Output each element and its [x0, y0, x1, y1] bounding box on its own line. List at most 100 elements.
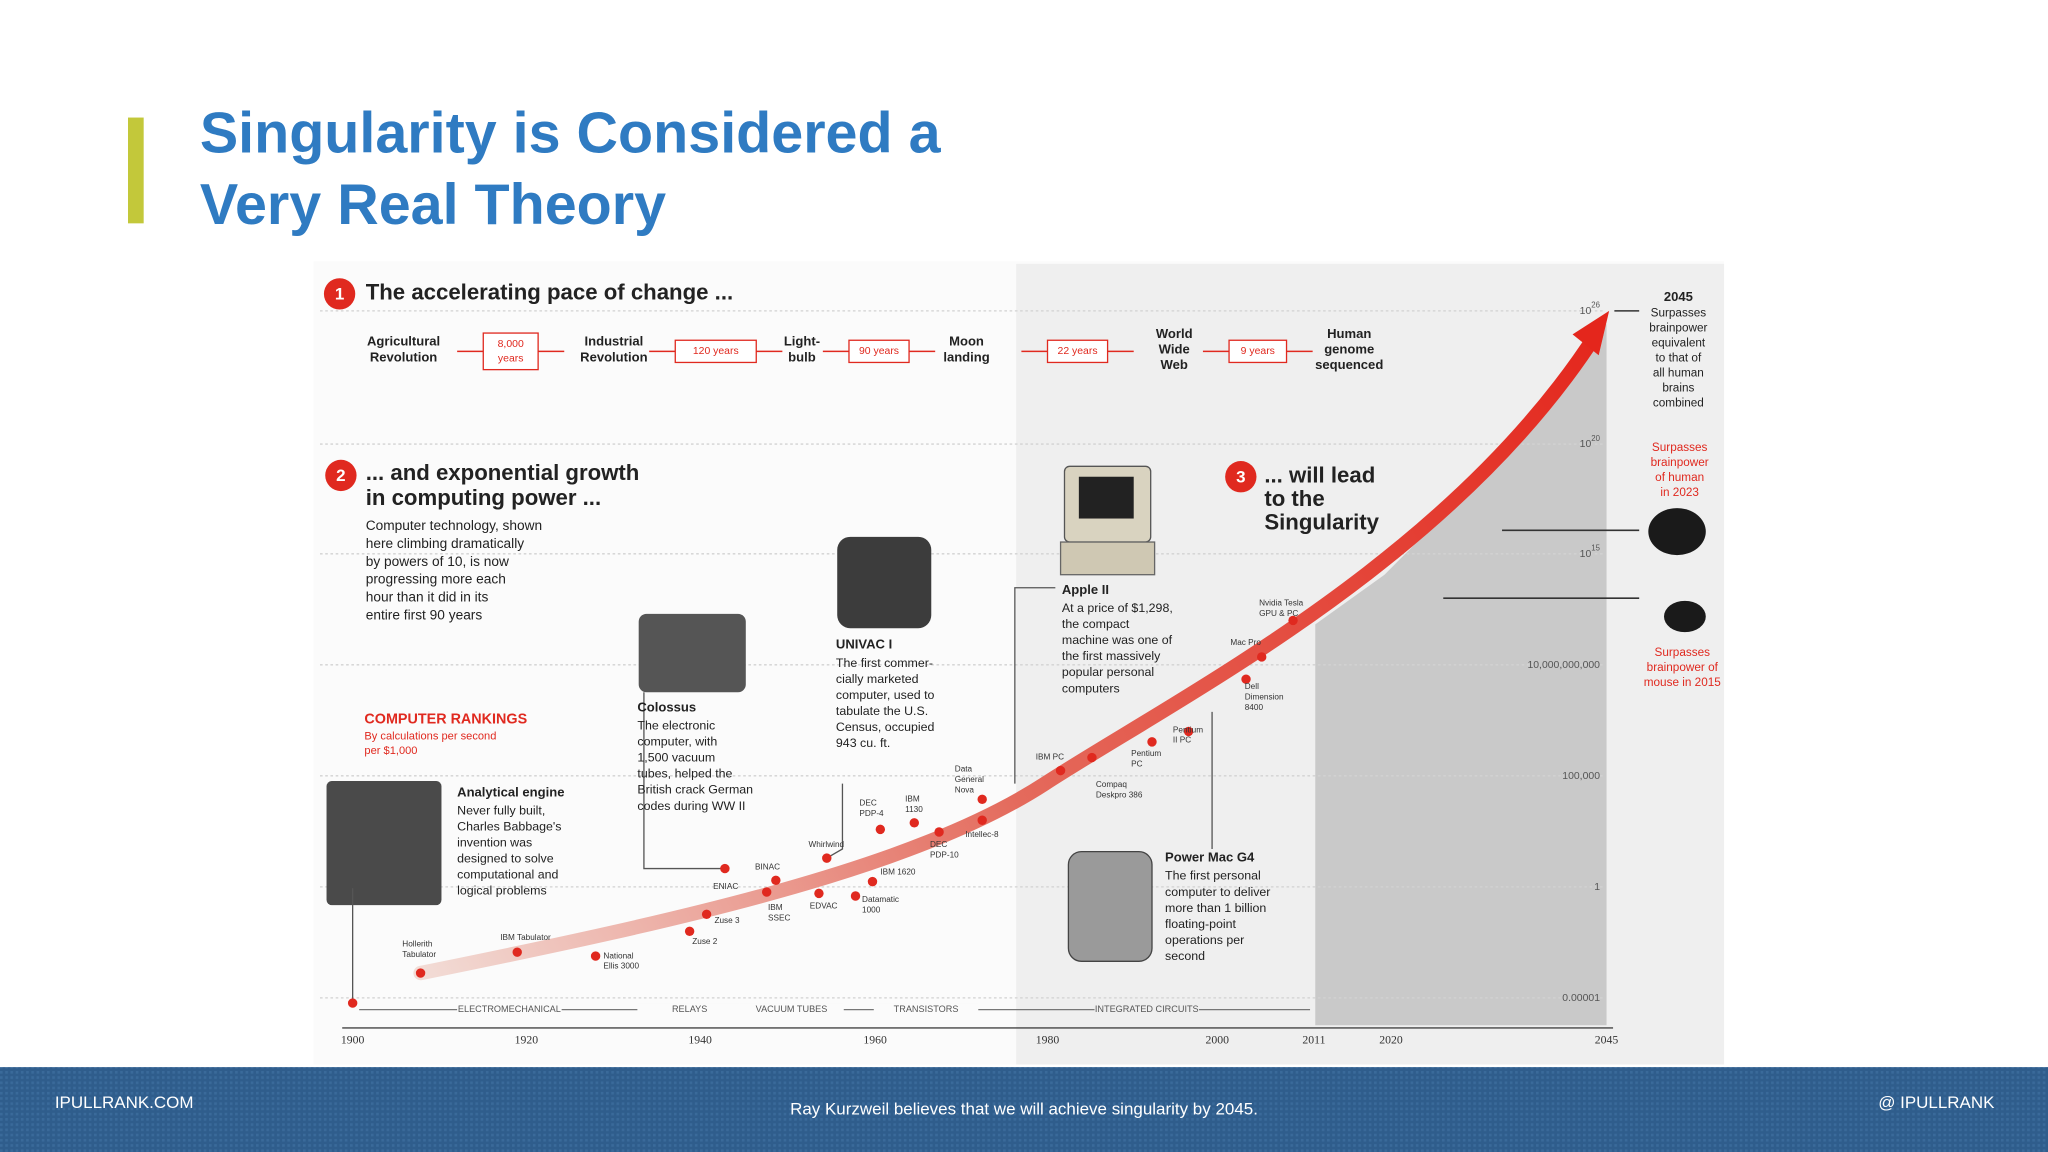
milestone: Human [1327, 326, 1371, 341]
y-label-base: 10 [1580, 549, 1592, 560]
y-label: 1020 [1580, 434, 1601, 450]
section-title: ... and exponential growth [366, 460, 640, 485]
y-label: 1026 [1580, 301, 1601, 317]
y-label-exp: 15 [1591, 544, 1600, 553]
y-label: 1015 [1580, 544, 1601, 560]
y-label-exp: 26 [1591, 301, 1600, 310]
callout-title: Colossus [637, 699, 696, 714]
data-point [1257, 652, 1267, 662]
point-label: Whirlwind [808, 840, 844, 849]
callout-title: Analytical engine [457, 784, 564, 799]
data-point [934, 827, 944, 837]
callout-body: The first commer- [836, 656, 933, 670]
data-point [822, 853, 832, 863]
callout-body: machine was one of [1062, 633, 1173, 647]
era-label-bg [1094, 1003, 1200, 1017]
callout-body: Census, occupied [836, 720, 935, 734]
note: to that of [1656, 352, 1702, 365]
milestone: Moon [949, 334, 984, 349]
section-title: to the [1264, 486, 1324, 511]
x-label: 2000 [1206, 1034, 1230, 1047]
section-title: Singularity [1264, 510, 1379, 535]
data-point [875, 824, 886, 835]
era-label-bg [457, 1003, 562, 1017]
callout-body: The electronic [637, 718, 715, 732]
milestone: Wide [1159, 341, 1190, 356]
photo [1078, 476, 1134, 519]
data-point [590, 951, 601, 961]
section-badge [325, 459, 357, 492]
note-red: Surpasses [1655, 646, 1711, 659]
footer-left: IPULLRANK.COM [55, 1093, 194, 1112]
photo [837, 536, 932, 629]
point-label: PDP-10 [930, 851, 959, 860]
interval-box [1046, 339, 1109, 364]
section-number: 1 [335, 285, 344, 304]
callout-body: 943 cu. ft. [836, 736, 890, 750]
section-body: Computer technology, shown [366, 518, 542, 533]
point-label: 1130 [905, 805, 923, 814]
growth-curve [413, 327, 1604, 981]
section-title: The accelerating pace of change ... [366, 280, 733, 305]
callout-body: Never fully built, [457, 803, 545, 817]
callout-body: the first massively [1062, 649, 1161, 663]
brain-icon [1648, 508, 1706, 556]
callout-body: the compact [1062, 617, 1130, 631]
data-point [814, 888, 824, 899]
y-label-base: 10 [1580, 306, 1592, 317]
data-point [701, 909, 712, 919]
x-label: 1900 [341, 1034, 365, 1047]
point-label: DEC [930, 840, 947, 849]
section-body: progressing more each [366, 572, 506, 587]
interval: 22 years [1058, 346, 1098, 357]
point-label: Zuse 3 [714, 916, 740, 925]
callout-body: codes during WW II [637, 799, 745, 813]
title-line: Singularity is Considered a [200, 101, 942, 165]
data-point [850, 891, 861, 901]
interval: years [498, 353, 524, 364]
accent-bar [128, 117, 144, 224]
note: combined [1653, 397, 1704, 410]
milestone: Revolution [370, 349, 437, 364]
note: brainpower [1649, 322, 1707, 335]
point-label: IBM [905, 795, 920, 804]
section-title: in computing power ... [366, 485, 601, 510]
interval: 90 years [859, 346, 899, 357]
arrowhead [1572, 310, 1610, 356]
photo [1059, 541, 1156, 576]
photo [638, 613, 746, 693]
callout-body: computer, with [637, 735, 717, 749]
era-label-bg [873, 1003, 979, 1017]
callout-body: logical problems [457, 884, 547, 898]
point-label: Hollerith [402, 939, 433, 948]
point-label: National [603, 951, 633, 960]
milestone: genome [1324, 341, 1374, 356]
callout-body: computer to deliver [1165, 885, 1270, 899]
y-label-base: 0.00001 [1562, 993, 1600, 1004]
data-point [415, 968, 426, 978]
x-label: 2011 [1302, 1034, 1325, 1047]
data-point [1055, 765, 1066, 776]
leader-line [826, 783, 844, 859]
callout-body: At a price of $1,298, [1062, 601, 1173, 615]
callout-title: Apple II [1062, 582, 1109, 597]
milestone: bulb [788, 349, 816, 364]
point-label: Datamatic [862, 895, 899, 904]
x-label: 1980 [1036, 1034, 1060, 1047]
point-label: Dimension [1245, 693, 1284, 702]
milestone: Agricultural [367, 334, 440, 349]
point-label: IBM [768, 903, 783, 912]
section-badge [1225, 461, 1257, 493]
era-label: VACUUM TUBES [756, 1004, 828, 1014]
photo [1067, 850, 1153, 962]
callout-title: Power Mac G4 [1165, 850, 1255, 865]
point-label: Tabulator [402, 950, 436, 959]
milestone: sequenced [1315, 357, 1383, 372]
callout-body: computer, used to [836, 688, 935, 702]
era-label: RELAYS [672, 1004, 707, 1014]
artwork [326, 310, 1706, 1029]
section-body: entire first 90 years [366, 607, 483, 622]
callout-body: tabulate the U.S. [836, 704, 928, 718]
milestone: World [1156, 326, 1193, 341]
